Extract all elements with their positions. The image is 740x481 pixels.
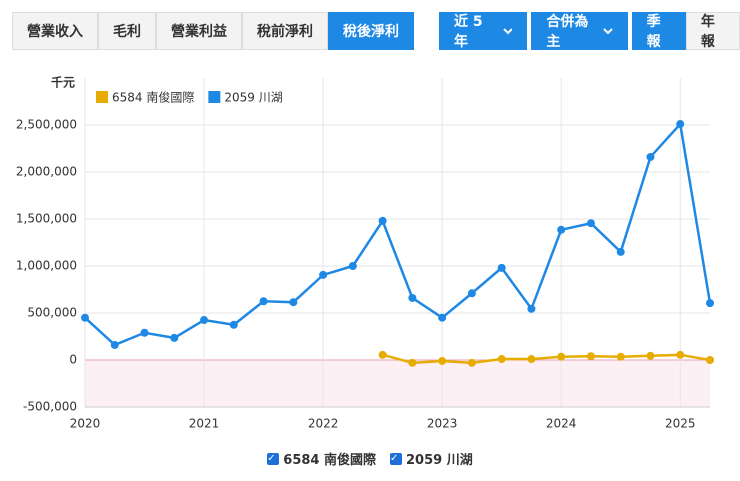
y-tick-label: -500,000: [23, 400, 77, 414]
basis-dropdown[interactable]: 合併為主: [531, 12, 628, 50]
period-tab[interactable]: 年報: [685, 12, 740, 50]
data-point: [706, 299, 714, 308]
y-tick-label: 500,000: [27, 306, 77, 320]
data-point: [497, 263, 506, 272]
y-tick-label: 2,000,000: [16, 165, 77, 179]
checkbox: ✓: [390, 452, 402, 465]
chart: 千元 -500,000 0 500,000 1,000,000 1,500,000 2,0…: [16, 75, 714, 431]
legend-toggle-label: 2059 川湖: [406, 453, 473, 468]
y-tick-label: 0: [69, 353, 77, 367]
data-point: [467, 358, 476, 367]
legend-label: 2059 川湖: [224, 90, 282, 105]
legend-toggle[interactable]: ✓ 2059 川湖: [390, 449, 473, 468]
data-point: [408, 293, 417, 302]
data-point: [586, 219, 595, 228]
legend-toggle[interactable]: ✓ 6584 南俊國際: [267, 449, 376, 468]
series-line: [84, 121, 712, 347]
series-line: [382, 353, 711, 365]
data-point: [557, 225, 566, 234]
negative-area: [85, 360, 710, 407]
data-point: [378, 216, 387, 225]
x-tick-label: 2025: [665, 417, 696, 431]
metric-tab[interactable]: 稅前淨利: [242, 12, 328, 50]
data-point: [289, 298, 298, 307]
data-point: [200, 316, 209, 325]
data-point: [616, 352, 625, 361]
x-tick-label: 2021: [189, 417, 220, 431]
x-tick-label: 2022: [308, 417, 339, 431]
legend-swatch: [96, 91, 108, 103]
data-point: [467, 289, 476, 298]
chevron: [603, 28, 613, 35]
data-point: [497, 355, 506, 364]
legend-swatch: [208, 91, 221, 103]
data-point: [259, 297, 268, 306]
data-point: [110, 340, 119, 349]
metric-tab[interactable]: 毛利: [98, 12, 156, 50]
data-point: [438, 313, 447, 322]
x-tick-label: 2020: [70, 417, 101, 431]
data-point: [319, 270, 328, 279]
period-tabs: 季報 年報: [631, 12, 740, 50]
metric-tabs: 營業收入 毛利 營業利益 稅前淨利 稅後淨利: [12, 12, 414, 50]
data-point: [170, 333, 179, 342]
y-tick-label: 1,000,000: [16, 259, 77, 273]
y-tick-label: 1,500,000: [16, 212, 77, 226]
data-point: [646, 152, 655, 161]
y-unit: 千元: [51, 75, 75, 90]
data-point: [438, 356, 447, 365]
y-tick-label: 2,500,000: [16, 118, 77, 132]
period-tab[interactable]: 季報: [631, 12, 686, 50]
data-point: [676, 120, 685, 129]
bottom-legend: ✓ 6584 南俊國際 ✓ 2059 川湖: [0, 449, 740, 468]
chevron: [503, 28, 513, 35]
range-dropdown[interactable]: 近 5 年: [439, 12, 528, 50]
data-point: [557, 352, 566, 361]
range-label: 近 5 年: [454, 14, 483, 50]
data-point: [81, 313, 89, 322]
legend-label: 6584 南俊國際: [112, 90, 194, 105]
data-point: [348, 262, 357, 270]
data-point: [527, 355, 536, 364]
metric-tab[interactable]: 稅後淨利: [328, 12, 414, 50]
data-point: [229, 320, 238, 329]
data-point: [378, 350, 387, 359]
metric-tab[interactable]: 營業收入: [12, 12, 98, 50]
data-point: [646, 351, 655, 360]
metric-tab[interactable]: 營業利益: [156, 12, 242, 50]
option-bar: 近 5 年 合併為主 季報 年報: [439, 12, 740, 50]
data-point: [408, 358, 417, 367]
data-point: [706, 356, 714, 364]
data-point: [676, 350, 685, 359]
data-point: [527, 304, 536, 313]
data-point: [140, 328, 149, 337]
x-tick-label: 2023: [427, 417, 458, 431]
data-point: [616, 247, 625, 256]
data-point: [586, 352, 595, 361]
checkbox: ✓: [267, 452, 280, 465]
legend-toggle-label: 6584 南俊國際: [283, 453, 376, 468]
x-tick-label: 2024: [546, 417, 577, 431]
basis-label: 合併為主: [546, 14, 589, 50]
